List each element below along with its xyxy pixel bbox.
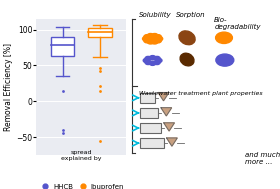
Circle shape [144,35,151,39]
Circle shape [150,61,156,65]
Polygon shape [158,93,169,101]
Circle shape [145,60,151,65]
Circle shape [147,40,154,44]
Circle shape [154,56,160,60]
Circle shape [156,58,162,63]
Circle shape [151,33,158,38]
Circle shape [144,38,151,43]
Circle shape [143,36,149,41]
Circle shape [143,58,150,63]
Text: Bio-
degradability: Bio- degradability [214,17,261,30]
Legend: HHCB, Ibuprofen: HHCB, Ibuprofen [35,181,127,189]
Bar [140,123,161,133]
Circle shape [151,40,158,44]
Polygon shape [164,123,174,131]
Circle shape [156,36,163,41]
Bar [140,93,155,103]
Bar [140,138,164,148]
Circle shape [154,60,160,65]
Text: Sorption: Sorption [176,12,206,18]
Circle shape [145,56,151,60]
Text: $\delta t$: $\delta t$ [147,124,154,132]
Polygon shape [161,108,172,116]
Circle shape [147,33,154,38]
Bar [51,37,74,56]
Ellipse shape [180,53,194,66]
Circle shape [150,56,156,60]
Text: and much
more …: and much more … [245,153,280,165]
Circle shape [155,35,161,39]
Circle shape [149,36,156,41]
Text: spread
explained by: spread explained by [61,150,101,161]
Polygon shape [167,138,177,146]
Text: $\delta t$: $\delta t$ [146,109,153,117]
Text: Wastewater treatment plant properties: Wastewater treatment plant properties [139,91,262,95]
Y-axis label: Removal Efficiency [%]: Removal Efficiency [%] [4,43,13,131]
Text: $\delta t$: $\delta t$ [148,139,155,147]
Circle shape [155,38,161,43]
Text: $\delta t$: $\delta t$ [144,94,151,102]
Text: Solubility: Solubility [139,12,171,18]
Circle shape [216,54,234,66]
Ellipse shape [179,31,195,45]
Circle shape [216,32,232,43]
Bar [88,28,112,37]
Bar [140,108,158,118]
